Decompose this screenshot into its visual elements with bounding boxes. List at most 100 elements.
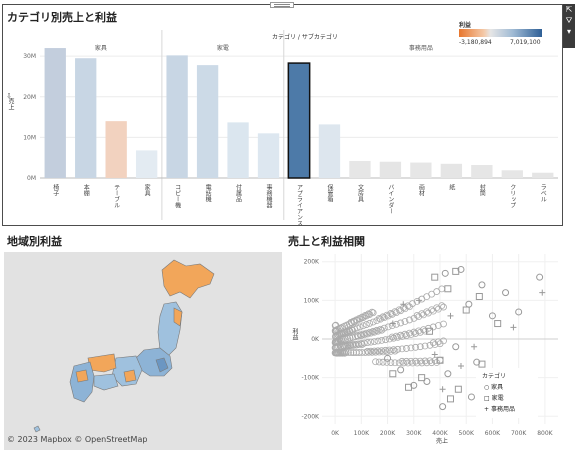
scatter-point[interactable] [367,329,375,337]
bar[interactable] [440,163,463,178]
scatter-point[interactable] [379,348,387,356]
kyushu-region[interactable] [69,361,95,403]
scatter-point[interactable] [488,312,496,320]
scatter-point[interactable] [380,314,388,322]
scatter-point[interactable] [440,320,447,328]
bar[interactable] [471,165,493,178]
scatter-point[interactable] [392,309,400,316]
map-attribution[interactable]: © 2023 Mapbox © OpenStreetMap [7,435,148,444]
scatter-point[interactable] [365,349,373,356]
scatter-point[interactable] [441,269,449,277]
scatter-point[interactable] [424,309,432,317]
scatter-point[interactable] [332,327,340,335]
scatter-point[interactable] [368,348,376,356]
scatter-point[interactable] [473,358,481,366]
scatter-point[interactable] [374,327,382,335]
shikoku-region[interactable] [93,373,119,391]
scatter-point[interactable] [339,349,347,357]
scatter-point[interactable] [452,267,460,275]
scatter-point[interactable] [361,312,369,319]
legend-appliance[interactable]: □ 家電 [484,395,504,402]
legend-furniture[interactable]: ○ 家具 [484,384,504,391]
scatter-point[interactable] [421,342,429,350]
scatter-point[interactable] [364,330,371,338]
filter-icon[interactable]: ⛛ [565,16,573,25]
scatter-point[interactable] [397,366,405,374]
sort-icon[interactable]: ⇩ [6,92,12,100]
scatter-point[interactable] [438,302,446,310]
scatter-point[interactable] [457,363,464,370]
scatter-point[interactable] [358,341,366,348]
scatter-point[interactable] [401,305,409,313]
scatter-point[interactable] [404,359,412,367]
scatter-point[interactable] [391,347,399,355]
scatter-point[interactable] [410,314,418,322]
scatter-point[interactable] [423,378,431,385]
bar[interactable] [318,124,341,178]
scatter-point[interactable] [349,341,357,348]
scatter-point[interactable] [337,349,345,357]
scatter-point[interactable] [369,309,377,317]
scatter-point[interactable] [357,332,365,339]
scatter-point[interactable] [375,314,383,322]
scatter-point[interactable] [409,359,416,367]
scatter-point[interactable] [366,311,374,318]
scatter-point[interactable] [387,347,395,355]
scatter-point[interactable] [407,344,415,352]
scatter-point[interactable] [515,308,523,316]
scatter-point[interactable] [426,341,434,349]
bar[interactable] [287,62,311,179]
scatter-point[interactable] [467,393,475,401]
scatter-point[interactable] [406,303,413,311]
scatter-point[interactable] [412,343,419,351]
scatter-point[interactable] [454,385,462,393]
scatter-point[interactable] [358,313,366,321]
scatter-point[interactable] [382,336,389,344]
scatter-point[interactable] [471,343,478,350]
scatter-point[interactable] [386,335,393,343]
scatter-point[interactable] [429,323,437,331]
scatter-point[interactable] [502,289,510,297]
scatter-point[interactable] [446,395,454,403]
scatter-point[interactable] [439,403,447,411]
scatter-point[interactable] [355,341,363,349]
scatter-point[interactable] [465,300,473,308]
scatter-point[interactable] [356,323,364,331]
bar[interactable] [501,170,523,178]
scatter-point[interactable] [365,310,373,318]
scatter-point[interactable] [370,328,378,336]
bar[interactable] [44,48,66,178]
scatter-point[interactable] [478,360,486,368]
scatter-point[interactable] [363,312,370,320]
scatter-point[interactable] [389,370,397,378]
scatter-point[interactable] [373,326,381,334]
scatter-point[interactable] [394,333,402,341]
scatter-point[interactable] [366,328,374,336]
profit-color-legend[interactable] [459,29,542,37]
scatter-point[interactable] [372,358,379,366]
scatter-point[interactable] [444,370,452,378]
bar[interactable] [379,161,402,178]
scatter-point[interactable] [475,293,483,300]
scatter-point[interactable] [426,327,434,335]
scatter-point[interactable] [434,322,442,329]
bar[interactable] [227,122,249,178]
scatter-point[interactable] [539,289,546,296]
scatter-point[interactable] [335,349,343,357]
scatter-point[interactable] [462,306,470,314]
scatter-point[interactable] [447,312,454,319]
scatter-point[interactable] [428,359,436,367]
scatter-point[interactable] [359,314,367,321]
scatter-point[interactable] [341,349,349,357]
scatter-point[interactable] [383,348,391,356]
scatter-point[interactable] [406,316,413,324]
scatter-point[interactable] [431,273,439,281]
okinawa-region[interactable] [33,425,41,433]
scatter-point[interactable] [383,359,391,366]
bar[interactable] [105,121,127,178]
scatter-point[interactable] [400,359,407,367]
scatter-point[interactable] [340,342,348,350]
scatter-point[interactable] [378,336,386,344]
scatter-point[interactable] [510,324,517,331]
scatter-point[interactable] [349,327,357,334]
